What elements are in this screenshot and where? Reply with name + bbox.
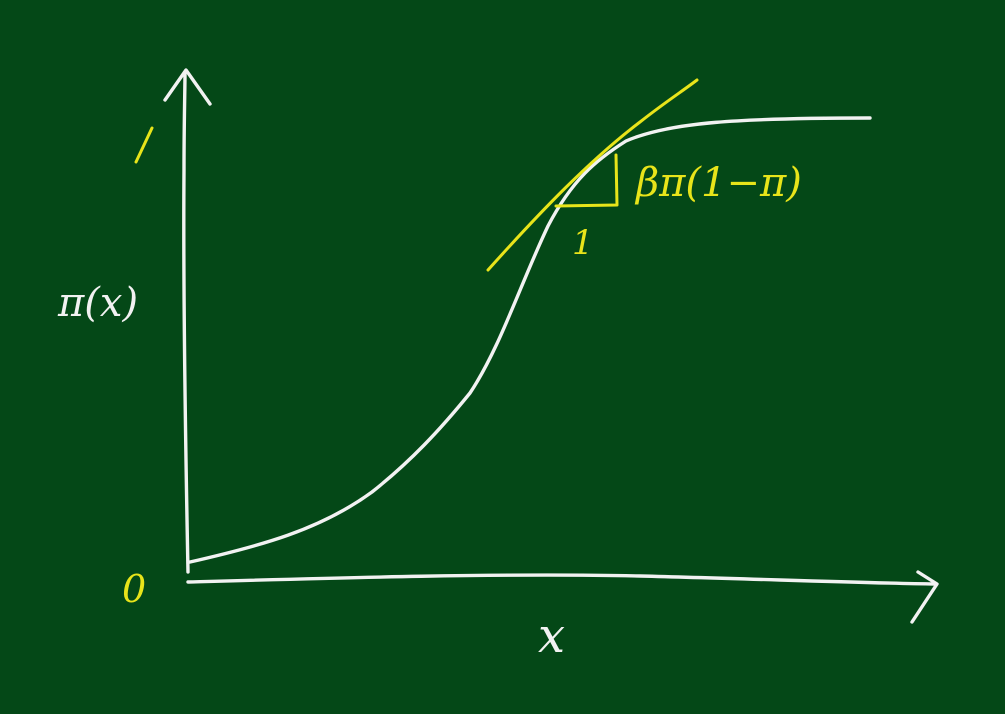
- x-axis-arrowhead: [910, 570, 939, 624]
- y-axis-arrowhead: [163, 68, 212, 106]
- origin-label: 0: [122, 567, 146, 611]
- y-max-tick: [134, 126, 154, 164]
- tangent-rise-label: βπ(1−π): [634, 160, 802, 206]
- y-axis: [182, 70, 190, 574]
- tangent-run-label: 1: [572, 223, 594, 263]
- tangent-line: [486, 78, 699, 272]
- sigmoid-curve: [188, 116, 872, 564]
- slope-triangle: [554, 153, 619, 208]
- y-axis-label: π(x): [57, 280, 138, 326]
- x-axis-label: x: [538, 608, 565, 664]
- x-axis: [186, 573, 937, 586]
